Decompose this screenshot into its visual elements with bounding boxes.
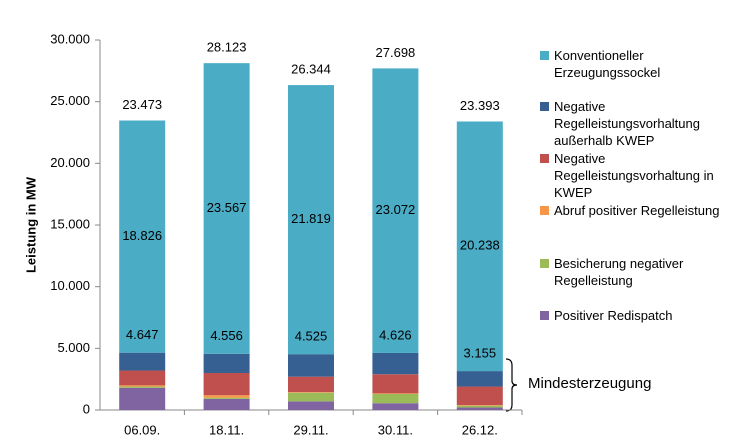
bar-segment: [456, 371, 503, 387]
total-label: 23.393: [460, 98, 500, 113]
legend-label: Besicherung negativer Regelleistung: [554, 256, 684, 288]
bar-segment: [288, 354, 334, 377]
bar-segment: [456, 405, 503, 408]
bar-segment: [456, 386, 503, 406]
bar-segment: [203, 373, 250, 396]
bar-segment: [372, 393, 419, 394]
bar-segment: [119, 352, 166, 371]
y-tick-label: 20.000: [50, 155, 90, 170]
legend-swatch: [540, 259, 549, 268]
segment-label: 18.826: [122, 228, 162, 243]
bar-segment: [288, 392, 334, 393]
bar-segment: [119, 386, 166, 388]
subtotal-label: 4.626: [379, 327, 412, 342]
y-tick-label: 30.000: [50, 31, 90, 46]
legend-label: Abruf positiver Regelleistung: [554, 203, 720, 218]
bar-segment: [288, 392, 334, 402]
bar-segment: [119, 387, 166, 410]
bracket: [505, 358, 518, 412]
legend-swatch: [540, 102, 549, 111]
bar-segment: [119, 385, 166, 387]
annotation: Mindesterzeugung: [528, 375, 651, 392]
bar-segment: [119, 370, 166, 386]
bar-segment: [372, 393, 419, 404]
total-label: 23.473: [122, 97, 162, 112]
x-tick-label: 29.11.: [293, 422, 328, 437]
x-tick-label: 26.12.: [462, 422, 498, 437]
y-tick-label: 15.000: [50, 216, 90, 231]
subtotal-label: 3.155: [464, 346, 497, 361]
x-tick-label: 06.09.: [124, 422, 160, 437]
y-axis-label: Leistung in MW: [23, 176, 38, 273]
bar-segment: [203, 395, 250, 398]
bar-segment: [288, 85, 334, 355]
legend-swatch: [540, 51, 549, 60]
segment-label: 23.072: [376, 202, 416, 217]
legend-label: Negative Regelleistungsvorhaltung in KWE…: [554, 151, 714, 200]
bar-segment: [203, 63, 250, 354]
legend-label: Positiver Redispatch: [554, 308, 673, 323]
bar-segment: [203, 398, 250, 410]
y-tick-label: 10.000: [50, 278, 90, 293]
subtotal-label: 4.556: [210, 328, 243, 343]
segment-label: 23.567: [207, 200, 247, 215]
bar-segment: [456, 407, 503, 410]
legend-label: Negative Regelleistungsvorhaltung außerh…: [554, 99, 700, 148]
subtotal-label: 4.647: [126, 327, 159, 342]
bar-segment: [456, 121, 503, 372]
bar-segment: [372, 68, 419, 353]
total-label: 27.698: [376, 45, 416, 60]
bar-segment: [372, 352, 419, 375]
legend-swatch: [540, 206, 549, 215]
legend-swatch: [540, 311, 549, 320]
total-label: 28.123: [207, 40, 247, 55]
segment-label: 21.819: [291, 211, 331, 226]
bar-segment: [288, 401, 334, 410]
legend-swatch: [540, 154, 549, 163]
subtotal-label: 4.525: [295, 329, 328, 344]
y-tick-label: 0: [83, 401, 90, 416]
bar-segment: [203, 353, 250, 373]
x-tick-label: 30.11.: [378, 422, 413, 437]
bar-segment: [119, 120, 166, 353]
bar-segment: [288, 376, 334, 393]
legend-label: Konventioneller Erzeugungssockel: [554, 48, 661, 80]
y-tick-label: 25.000: [50, 93, 90, 108]
total-label: 26.344: [291, 62, 331, 77]
x-tick-label: 18.11.: [209, 422, 244, 437]
y-tick-label: 5.000: [57, 340, 90, 355]
bar-segment: [456, 405, 503, 406]
bar-segment: [372, 374, 419, 394]
bar-segment: [372, 403, 419, 410]
segment-label: 20.238: [460, 238, 500, 253]
bar-segment: [203, 397, 250, 399]
